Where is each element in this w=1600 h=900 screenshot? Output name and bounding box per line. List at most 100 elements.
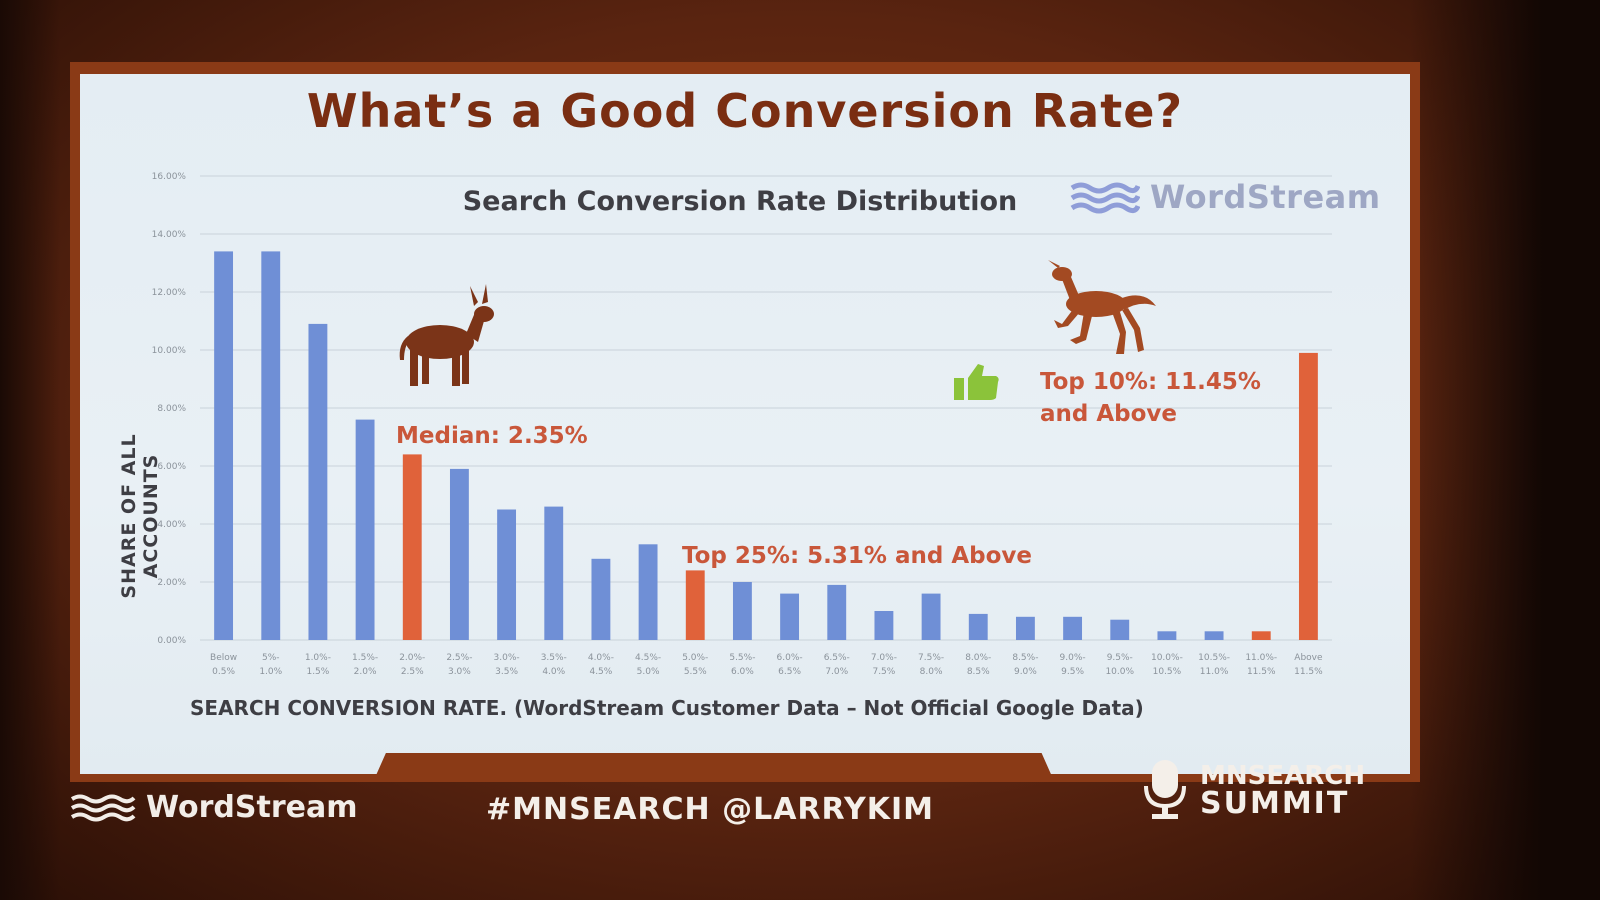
bar: [780, 593, 800, 640]
bar: [1251, 631, 1271, 640]
y-tick-label: 14.00%: [152, 230, 187, 240]
x-tick-label: 5.5%-: [729, 653, 755, 663]
chart-title: Search Conversion Rate Distribution: [462, 186, 1018, 217]
chart-bars: [214, 251, 1318, 640]
y-tick-label: 12.00%: [152, 288, 187, 298]
bar: [214, 251, 234, 640]
x-axis-label: SEARCH CONVERSION RATE. (WordStream Cust…: [190, 696, 1144, 720]
bar: [685, 570, 705, 640]
hashtag-text: #MNSEARCH @LARRYKIM: [486, 792, 934, 827]
x-tick-label: 6.0%-: [777, 653, 803, 663]
bar: [1015, 616, 1035, 640]
x-tick-label: 10.5%: [1153, 667, 1182, 677]
x-tick-label: Above: [1294, 653, 1323, 663]
x-tick-label: 6.5%: [778, 667, 801, 677]
y-tick-labels: 0.00% 2.00% 4.00% 6.00% 8.00% 10.00% 12.00% 14.…: [152, 172, 187, 646]
x-tick-label: 11.0%-: [1245, 653, 1277, 663]
x-tick-label: 7.0%: [825, 667, 848, 677]
x-tick-label: 7.0%-: [871, 653, 897, 663]
x-tick-label: 5.5%: [684, 667, 707, 677]
x-tick-labels: Below 0.5% 5%- 1.0% 1.0%- 1.5% 1.5%- 2.0% 2.0%- 2…: [210, 653, 1323, 677]
x-tick-label: Below: [210, 653, 237, 663]
wordstream-waves-icon: [1070, 182, 1140, 214]
bar: [874, 611, 894, 640]
x-tick-label: 4.0%-: [588, 653, 614, 663]
x-tick-label: 10.0%: [1105, 667, 1134, 677]
bar: [638, 544, 658, 640]
y-tick-label: 6.00%: [157, 462, 186, 472]
x-tick-label: 3.0%-: [494, 653, 520, 663]
x-tick-label: 9.0%-: [1060, 653, 1086, 663]
x-tick-label: 2.0%-: [399, 653, 425, 663]
wordstream-brand: WordStream: [1070, 178, 1381, 216]
x-tick-label: 8.5%: [967, 667, 990, 677]
bar: [1157, 631, 1177, 640]
wordstream-footer-waves-icon: [70, 794, 136, 821]
bar: [921, 593, 941, 640]
bar: [1298, 352, 1318, 640]
median-annotation: Median: 2.35%: [396, 423, 588, 449]
top10-annotation-line1: Top 10%: 11.45%: [1040, 369, 1261, 395]
x-tick-label: 1.0%-: [305, 653, 331, 663]
summit-line2: SUMMIT: [1200, 786, 1350, 821]
bar: [497, 509, 517, 640]
bar: [355, 419, 375, 640]
y-tick-label: 2.00%: [157, 578, 186, 588]
bar: [261, 251, 281, 640]
top25-annotation: Top 25%: 5.31% and Above: [682, 543, 1032, 569]
x-tick-label: 10.5%-: [1198, 653, 1230, 663]
x-tick-label: 1.5%: [306, 667, 329, 677]
bar-chart: 0.00% 2.00% 4.00% 6.00% 8.00% 10.00% 12.00% 14.…: [152, 172, 1332, 677]
y-tick-label: 0.00%: [157, 636, 186, 646]
x-tick-label: 4.5%: [589, 667, 612, 677]
footer-brand-text: WordStream: [146, 790, 358, 825]
mnsearch-summit-logo: MNSEARCH SUMMIT: [1140, 758, 1365, 822]
x-tick-label: 11.5%: [1247, 667, 1276, 677]
y-axis-label: SHARE OF ALL ACCOUNTS: [118, 433, 162, 599]
x-tick-label: 9.5%: [1061, 667, 1084, 677]
x-tick-label: 9.5%-: [1107, 653, 1133, 663]
y-tick-label: 4.00%: [157, 520, 186, 530]
x-tick-label: 5.0%: [637, 667, 660, 677]
x-tick-label: 0.5%: [212, 667, 235, 677]
x-tick-label: 1.0%: [259, 667, 282, 677]
slide-title: What’s a Good Conversion Rate?: [306, 84, 1184, 138]
bar: [1204, 631, 1224, 640]
x-tick-label: 2.5%-: [446, 653, 472, 663]
x-tick-label: 6.0%: [731, 667, 754, 677]
bar: [402, 454, 422, 640]
bar: [1110, 619, 1130, 640]
x-tick-label: 9.0%: [1014, 667, 1037, 677]
donkey-icon: [399, 284, 494, 386]
bar: [827, 584, 847, 640]
summit-line1: MNSEARCH: [1200, 761, 1366, 791]
x-tick-label: 5.0%-: [682, 653, 708, 663]
bar: [449, 468, 469, 640]
x-tick-label: 7.5%: [872, 667, 895, 677]
wordstream-brand-text: WordStream: [1150, 178, 1381, 216]
x-tick-label: 10.0%-: [1151, 653, 1183, 663]
slide: What’s a Good Conversion Rate? Search Co…: [70, 62, 1420, 782]
chart-panel: [80, 74, 1410, 774]
unicorn-icon: [1048, 260, 1156, 354]
x-tick-label: 8.5%-: [1012, 653, 1038, 663]
x-tick-label: 2.0%: [354, 667, 377, 677]
x-tick-label: 6.5%-: [824, 653, 850, 663]
y-tick-label: 16.00%: [152, 172, 187, 182]
y-tick-label: 8.00%: [157, 404, 186, 414]
x-tick-label: 4.0%: [542, 667, 565, 677]
x-tick-label: 8.0%-: [965, 653, 991, 663]
x-tick-label: 8.0%: [920, 667, 943, 677]
x-tick-label: 1.5%-: [352, 653, 378, 663]
x-tick-label: 7.5%-: [918, 653, 944, 663]
top10-annotation-line2: and Above: [1040, 401, 1178, 427]
top10-annotation: Top 10%: 11.45% and Above: [1040, 366, 1340, 430]
x-tick-label: 5%-: [262, 653, 280, 663]
bar: [968, 613, 988, 640]
bar: [308, 323, 328, 640]
room-shadow-right: [1410, 0, 1600, 900]
y-tick-label: 10.00%: [152, 346, 187, 356]
thumbs-up-icon: [954, 364, 999, 400]
bar: [732, 582, 752, 640]
chart-gridlines: [200, 175, 1332, 641]
